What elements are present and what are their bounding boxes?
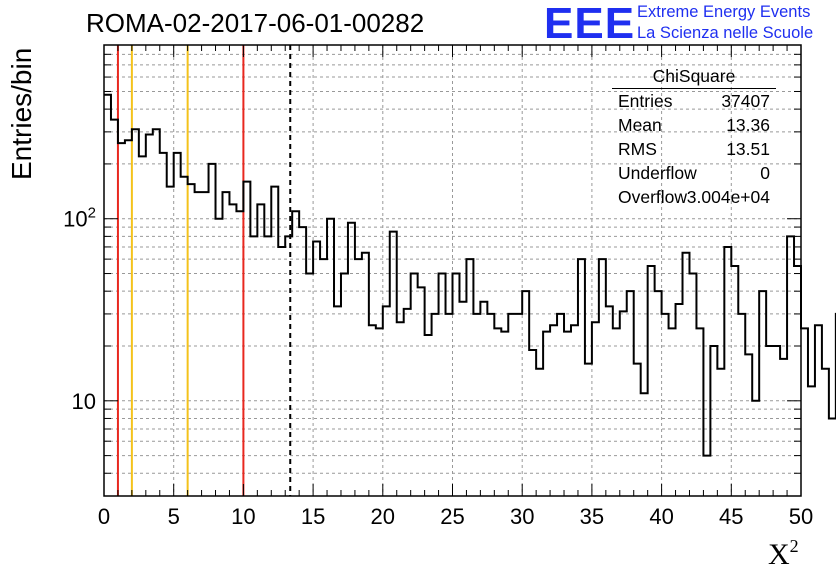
stats-title: ChiSquare xyxy=(612,66,776,89)
ticks xyxy=(103,44,802,497)
tick-labels: 0 5 10 15 20 25 30 35 40 45 50 10 102 xyxy=(63,205,813,529)
org-name-line2: La Scienza nelle Scuole xyxy=(637,24,814,42)
y-axis-label: Entries/bin xyxy=(6,47,37,180)
stats-row: Underflow 0 xyxy=(618,163,770,183)
stats-row: Mean 13.36 xyxy=(618,115,770,135)
y-tick-label: 10 xyxy=(72,389,96,414)
x-axis-label: X2 xyxy=(768,536,799,572)
x-tick-label: 5 xyxy=(168,504,180,529)
x-tick-label: 35 xyxy=(580,504,604,529)
x-tick-label: 0 xyxy=(98,504,110,529)
stats-row: RMS 13.51 xyxy=(618,139,770,159)
x-tick-label: 50 xyxy=(789,504,813,529)
x-tick-label: 10 xyxy=(231,504,255,529)
org-name-line1: Extreme Energy Events xyxy=(637,3,811,21)
stats-row: Overflow 3.004e+04 xyxy=(618,187,770,207)
x-tick-label: 40 xyxy=(649,504,673,529)
y-tick-label: 102 xyxy=(63,205,96,232)
chart-title: ROMA-02-2017-06-01-00282 xyxy=(86,8,425,38)
x-axis-label-base: X xyxy=(768,538,790,571)
x-tick-label: 20 xyxy=(371,504,395,529)
stats-row: Entries 37407 xyxy=(618,91,770,111)
eee-logo: EEE xyxy=(544,0,636,48)
x-tick-label: 15 xyxy=(301,504,325,529)
x-tick-label: 45 xyxy=(719,504,743,529)
reference-lines xyxy=(116,45,292,496)
histogram-series xyxy=(104,93,836,457)
x-tick-label: 30 xyxy=(510,504,534,529)
x-axis-label-sup: 2 xyxy=(789,536,799,556)
stats-box: ChiSquare Entries 37407 Mean 13.36 RMS 13.5… xyxy=(610,66,780,209)
x-tick-label: 25 xyxy=(440,504,464,529)
